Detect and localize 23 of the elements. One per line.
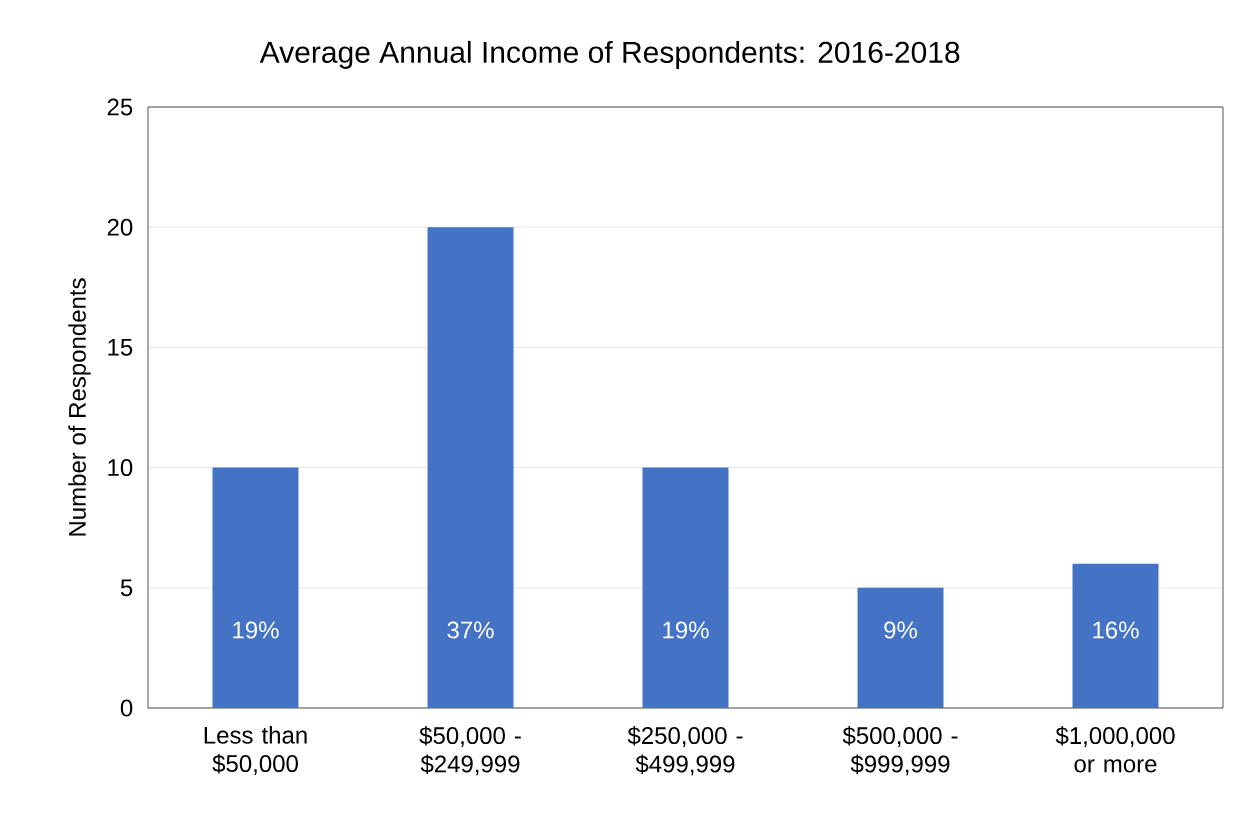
annotation: 37% bbox=[447, 621, 494, 639]
annotation: 9% bbox=[884, 621, 917, 639]
bar bbox=[427, 227, 514, 708]
y-tick-label: 5 bbox=[120, 579, 133, 597]
bar bbox=[857, 587, 944, 708]
annotation: 19% bbox=[233, 621, 279, 639]
y-axis-title: Number of Respondents bbox=[68, 278, 91, 536]
bar bbox=[212, 467, 299, 708]
y-tick-label: 25 bbox=[107, 98, 133, 116]
x-tick-label: $50,000 - $249,999 bbox=[419, 726, 521, 776]
annotation: 16% bbox=[1093, 621, 1139, 639]
y-tick-label: 10 bbox=[108, 459, 133, 477]
chart-title: Average Annual Income of Respondents: 2016-2018 bbox=[259, 40, 960, 69]
x-tick-label: $500,000 - $999,999 bbox=[842, 726, 958, 776]
y-tick-label: 15 bbox=[108, 339, 133, 356]
y-tick-label: 20 bbox=[107, 218, 133, 236]
bar bbox=[642, 467, 729, 708]
x-tick-label: Less than $50,000 bbox=[204, 726, 307, 775]
bar bbox=[1072, 563, 1159, 708]
x-tick-label: $1,000,000 or more bbox=[1055, 726, 1175, 773]
x-tick-label: $250,000 - $499,999 bbox=[627, 726, 743, 776]
annotation: 19% bbox=[663, 621, 709, 639]
y-tick-label: 0 bbox=[120, 699, 133, 717]
